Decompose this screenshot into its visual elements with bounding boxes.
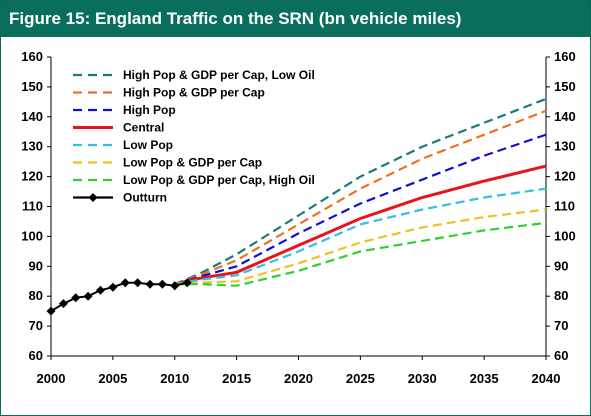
series-line-7 (174, 221, 547, 287)
y-tick-label-right: 100 (554, 228, 576, 243)
outturn-marker (182, 278, 192, 288)
legend-marker (88, 193, 98, 202)
outturn-marker (58, 299, 68, 309)
y-tick-label-right: 150 (554, 79, 576, 94)
legend-label: Low Pop (123, 138, 173, 152)
y-tick-label-left: 100 (21, 228, 43, 243)
legend-label: Outturn (123, 191, 167, 205)
y-tick-label-left: 80 (29, 288, 43, 303)
legend-label: Central (123, 121, 164, 135)
x-tick-label: 2020 (284, 371, 313, 386)
y-tick-label-left: 60 (29, 348, 43, 363)
outturn-marker (133, 278, 143, 288)
outturn-marker (71, 293, 81, 303)
y-tick-label-right: 160 (554, 49, 576, 64)
x-tick-label: 2035 (470, 371, 499, 386)
y-tick-label-left: 110 (22, 199, 43, 214)
y-tick-label-left: 160 (21, 49, 43, 64)
line-chart: 60 60 70 70 80 80 90 90 100 100 110 110 120 120 130 130… (21, 49, 576, 386)
legend-label: High Pop & GDP per Cap (123, 86, 265, 100)
legend-label: High Pop (123, 103, 176, 117)
series-line-3 (174, 133, 547, 286)
x-tick-label: 2000 (37, 371, 66, 386)
outturn-marker (170, 281, 180, 291)
x-tick-label: 2025 (346, 371, 375, 386)
legend-label: Low Pop & GDP per Cap (123, 156, 262, 170)
legend-label: Low Pop & GDP per Cap, High Oil (123, 173, 315, 187)
x-tick-label: 2040 (532, 371, 561, 386)
y-tick-label-right: 110 (554, 199, 575, 214)
x-tick-label: 2005 (98, 371, 127, 386)
series-line-1 (174, 97, 547, 286)
outturn-marker (157, 279, 167, 289)
series-line-5 (174, 187, 547, 286)
y-tick-label-right: 140 (554, 109, 576, 124)
series-line-4 (174, 164, 547, 286)
outturn-marker (46, 306, 56, 316)
y-tick-label-right: 120 (554, 169, 576, 184)
y-tick-label-left: 150 (21, 79, 43, 94)
series-line-8 (50, 281, 188, 312)
outturn-marker (145, 279, 155, 289)
y-tick-label-right: 60 (554, 348, 568, 363)
y-tick-label-right: 70 (554, 318, 568, 333)
x-tick-label: 2015 (222, 371, 251, 386)
outturn-marker (96, 285, 105, 295)
y-tick-label-left: 90 (29, 258, 43, 273)
series-line-6 (174, 208, 547, 286)
y-tick-label-right: 130 (554, 139, 576, 154)
y-tick-label-left: 120 (21, 169, 43, 184)
x-tick-label: 2030 (408, 371, 437, 386)
y-tick-label-left: 140 (21, 109, 43, 124)
outturn-marker (108, 282, 118, 292)
y-tick-label-left: 130 (21, 139, 43, 154)
outturn-marker (83, 291, 93, 301)
legend-label: High Pop & GDP per Cap, Low Oil (123, 68, 315, 82)
outturn-marker (120, 278, 130, 288)
y-tick-label-right: 90 (554, 258, 568, 273)
y-tick-label-left: 70 (29, 318, 43, 333)
series-line-2 (174, 109, 547, 286)
chart-title: Figure 15: England Traffic on the SRN (b… (1, 1, 590, 37)
x-tick-label: 2010 (160, 371, 189, 386)
y-tick-label-right: 80 (554, 288, 568, 303)
